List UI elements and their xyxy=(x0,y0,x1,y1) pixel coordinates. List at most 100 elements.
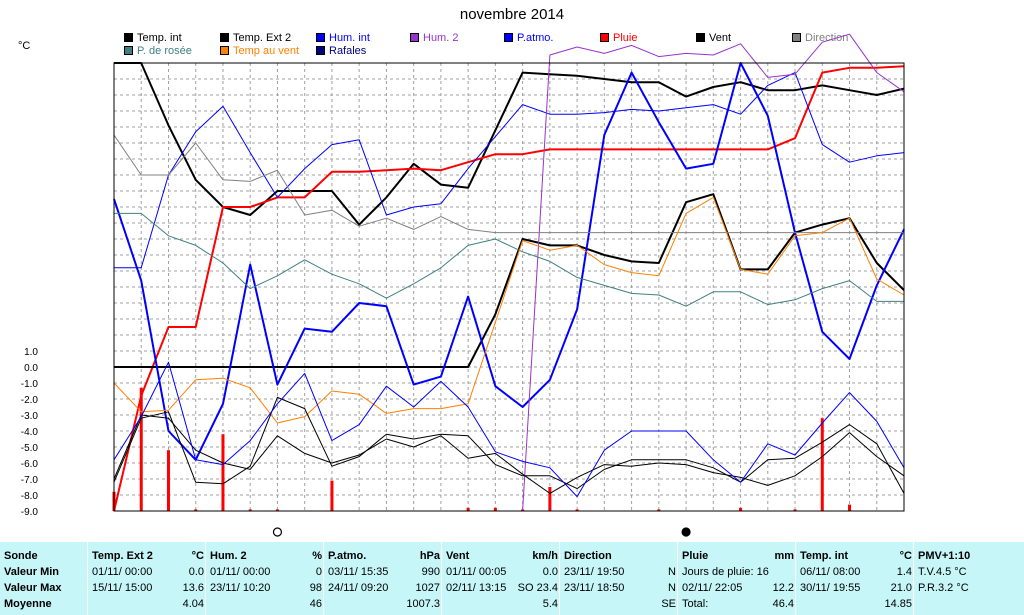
summary-cell: 02/11/ 13:15 SO 23.4 xyxy=(446,580,562,596)
summary-cell: 23/11/ 18:50 N xyxy=(564,580,680,596)
rain-bar xyxy=(166,450,170,511)
summary-cell: 02/11/ 22:05 12.2 xyxy=(682,580,798,596)
legend-swatch xyxy=(600,33,609,42)
summary-label-avg: Moyenne xyxy=(4,598,52,610)
summary-cell: Pluie mm xyxy=(682,548,798,564)
summary-cell-left: 01/11/ 00:00 xyxy=(210,566,271,578)
legend-label: Hum. 2 xyxy=(423,32,459,44)
series-lines xyxy=(113,33,905,512)
summary-cell-left: 02/11/ 22:05 xyxy=(682,582,743,594)
y-tick-label: -2.0 xyxy=(21,395,39,406)
summary-cell-right: 13.6 xyxy=(182,582,204,594)
legend-item: Temp. Ext 2 xyxy=(220,32,291,44)
summary-cell-right: N xyxy=(668,566,676,578)
series-line-p-de-ros-e xyxy=(114,212,904,307)
rain-bar xyxy=(139,387,143,511)
rain-bar xyxy=(548,487,552,511)
summary-cell: 24/11/ 09:20 1027 xyxy=(328,580,444,596)
legend-item: P. de rosée xyxy=(124,45,192,57)
summary-cell-left: PMV+1:10 xyxy=(918,550,971,562)
summary-cell: 23/11/ 10:20 98 xyxy=(210,580,326,596)
summary-cell-left: 03/11/ 15:35 xyxy=(328,566,389,578)
legend-label: Temp. int xyxy=(137,32,182,44)
summary-cell-right: 12.2 xyxy=(772,582,794,594)
rain-bar xyxy=(248,509,252,511)
legend-swatch xyxy=(124,33,133,42)
summary-column: Pluie mm Jours de pluie: 16 02/11/ 22:05 12.… xyxy=(682,542,798,615)
y-tick-label: -6.0 xyxy=(21,459,39,470)
summary-cell-left: P.atmo. xyxy=(328,550,367,562)
summary-cell-right: 1027 xyxy=(415,582,440,594)
summary-cell: P.R.3.2 °C xyxy=(918,580,1024,596)
summary-separator xyxy=(559,542,560,615)
summary-cell-right: 0 xyxy=(315,566,322,578)
summary-cell-left: 15/11/ 15:00 xyxy=(92,582,153,594)
summary-cell-left: Hum. 2 xyxy=(210,550,247,562)
summary-cell-right: 0.0 xyxy=(542,566,558,578)
y-axis-unit: °C xyxy=(18,40,31,52)
summary-separator xyxy=(205,542,206,615)
summary-cell-right: 46.4 xyxy=(772,598,794,610)
summary-cell-right: 0.0 xyxy=(188,566,204,578)
y-tick-label: -3.0 xyxy=(21,411,39,422)
summary-cell-right: 1007.3 xyxy=(406,598,440,610)
summary-cell-right: hPa xyxy=(419,550,440,562)
summary-cell-left: Temp. Ext 2 xyxy=(92,550,153,562)
summary-column: Vent km/h 01/11/ 00:05 0.0 02/11/ 13:15 SO 23… xyxy=(446,542,562,615)
summary-cell: 46 xyxy=(210,596,326,612)
summary-cell-left: Jours de pluie: 16 xyxy=(682,566,769,578)
legend-item: Temp au vent xyxy=(220,45,299,57)
rain-bar xyxy=(820,418,824,511)
summary-cell: 23/11/ 19:50 N xyxy=(564,564,680,580)
summary-cell-right: 990 xyxy=(421,566,440,578)
summary-cell-right: °C xyxy=(191,550,204,562)
summary-separator xyxy=(441,542,442,615)
series-line-temp-int xyxy=(113,396,905,494)
summary-cell: 14.85 xyxy=(800,596,916,612)
summary-cell: 03/11/ 15:35 990 xyxy=(328,564,444,580)
summary-cell: Hum. 2% xyxy=(210,548,326,564)
legend-swatch xyxy=(220,46,229,55)
plot-frame xyxy=(113,62,905,512)
summary-table: Sonde Valeur Min Valeur Max Moyenne Temp… xyxy=(0,542,1024,615)
summary-column: PMV+1:10 T.V.4.5 °C P.R.3.2 °C xyxy=(918,542,1024,615)
summary-cell-left: 30/11/ 19:55 xyxy=(800,582,861,594)
summary-cell-right: SE xyxy=(661,598,676,610)
series-line-pluie xyxy=(113,65,905,512)
legend-label: P. de rosée xyxy=(137,45,192,57)
summary-cell-right: °C xyxy=(899,550,912,562)
summary-cell-left: 23/11/ 10:20 xyxy=(210,582,271,594)
rain-bar xyxy=(848,504,852,511)
summary-cell-right: SO 23.4 xyxy=(517,582,558,594)
legend-swatch xyxy=(124,46,133,55)
summary-separator xyxy=(323,542,324,615)
legend-label: P.atmo. xyxy=(517,32,554,44)
summary-cell: 1007.3 xyxy=(328,596,444,612)
summary-cell-right: N xyxy=(668,582,676,594)
summary-cell: Jours de pluie: 16 xyxy=(682,564,798,580)
summary-cell-left: Temp. int xyxy=(800,550,849,562)
series-line-rafales xyxy=(113,414,905,494)
y-tick-label: -4.0 xyxy=(21,427,39,438)
series-line-vent xyxy=(114,62,905,226)
y-tick-label: -7.0 xyxy=(21,475,39,486)
summary-cell: 01/11/ 00:00 0 xyxy=(210,564,326,580)
summary-cell: Temp. Ext 2 °C xyxy=(92,548,208,564)
summary-column: Hum. 2% 01/11/ 00:00 0 23/11/ 10:20 98 46 xyxy=(210,542,326,615)
summary-label-max: Valeur Max xyxy=(4,582,62,594)
summary-cell: Vent km/h xyxy=(446,548,562,564)
legend-item: Pluie xyxy=(600,32,637,44)
summary-cell-left: Pluie xyxy=(682,550,709,562)
summary-column: P.atmo. hPa 03/11/ 15:35 990 24/11/ 09:20 102… xyxy=(328,542,444,615)
legend-label: Rafales xyxy=(329,45,367,57)
legend-swatch xyxy=(504,33,513,42)
summary-cell-left: 02/11/ 13:15 xyxy=(446,582,507,594)
y-tick-label: -1.0 xyxy=(21,379,39,390)
summary-cell-right: km/h xyxy=(532,550,558,562)
legend-label: Pluie xyxy=(613,32,638,44)
rain-bar xyxy=(657,509,661,511)
summary-cell: 5.4 xyxy=(446,596,562,612)
moon-markers xyxy=(272,527,691,537)
summary-cell: PMV+1:10 xyxy=(918,548,1024,564)
summary-cell: Direction xyxy=(564,548,680,564)
